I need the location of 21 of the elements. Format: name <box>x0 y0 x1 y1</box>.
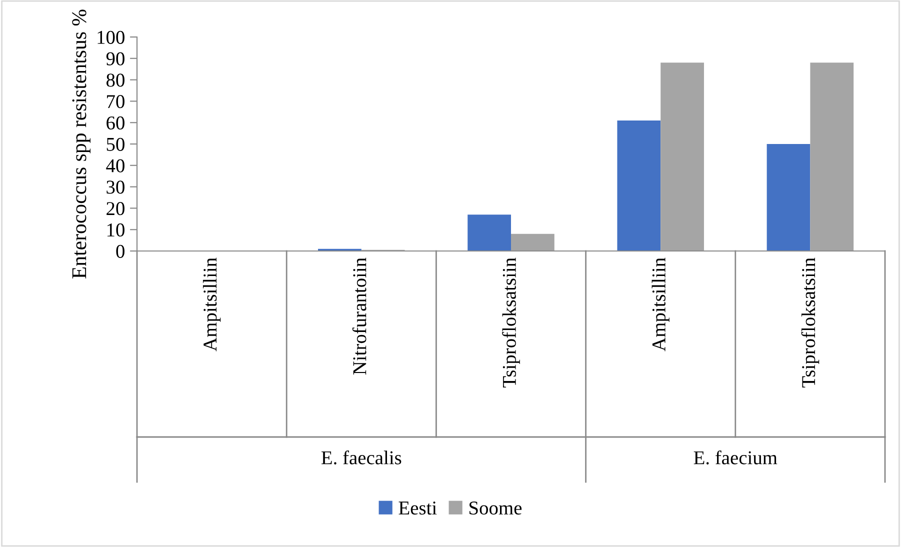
y-tick-label: 100 <box>98 30 124 44</box>
x-tick-label: Tsiprofloksatsiin <box>502 258 520 388</box>
y-tick-label: 80 <box>106 74 124 87</box>
x-tick-label: Ampitsilliin <box>652 258 670 352</box>
text: E. faecalis <box>321 450 402 464</box>
y-tick-label: 0 <box>116 244 124 258</box>
legend-label: Eesti <box>398 502 437 515</box>
y-tick-label: 70 <box>107 95 124 108</box>
y-tick-label: 30 <box>106 180 124 194</box>
y-tick-label: 50 <box>106 138 124 151</box>
x-tick-label: Nitrofurantoiin <box>352 258 366 375</box>
legend-label: Soome <box>470 502 522 515</box>
y-tick-label: 90 <box>106 52 124 66</box>
y-tick-label: 20 <box>106 202 124 216</box>
y-tick-label: 10 <box>107 223 124 237</box>
y-axis-title: Enterococcus spp resistentsus % <box>72 10 90 278</box>
x-tick-label: Tsiprofloksatsiin <box>801 258 820 388</box>
x-tick-label: Ampitsilliin <box>202 258 221 352</box>
y-tick-label: 60 <box>106 116 124 130</box>
text: E. faecium <box>694 450 778 464</box>
y-tick-label: 40 <box>106 159 124 172</box>
